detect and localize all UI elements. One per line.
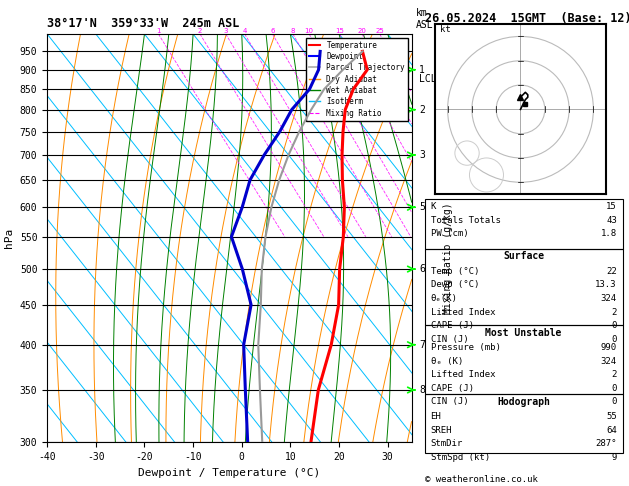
Text: 4: 4 — [243, 28, 247, 34]
Text: 5: 5 — [420, 202, 425, 212]
Text: 8: 8 — [291, 28, 295, 34]
Legend: Temperature, Dewpoint, Parcel Trajectory, Dry Adiabat, Wet Adiabat, Isotherm, Mi: Temperature, Dewpoint, Parcel Trajectory… — [306, 38, 408, 121]
Bar — [425, 394, 623, 453]
Text: CAPE (J): CAPE (J) — [430, 321, 474, 330]
Text: 7: 7 — [420, 340, 425, 350]
Text: 3: 3 — [223, 28, 228, 34]
Text: 26.05.2024  15GMT  (Base: 12): 26.05.2024 15GMT (Base: 12) — [425, 12, 629, 25]
Y-axis label: hPa: hPa — [4, 228, 14, 248]
Text: 1: 1 — [420, 65, 425, 75]
Text: Totals Totals: Totals Totals — [430, 216, 501, 225]
Text: 2: 2 — [611, 308, 617, 316]
Text: 990: 990 — [601, 343, 617, 352]
Text: 287°: 287° — [595, 439, 617, 448]
Text: CIN (J): CIN (J) — [430, 334, 468, 344]
Text: Surface: Surface — [503, 251, 544, 261]
Text: 22: 22 — [606, 267, 617, 276]
Text: 2: 2 — [611, 370, 617, 379]
Text: StmDir: StmDir — [430, 439, 463, 448]
Text: 0: 0 — [611, 334, 617, 344]
Text: 1.8: 1.8 — [601, 229, 617, 238]
Text: 0: 0 — [611, 321, 617, 330]
Text: Dewp (°C): Dewp (°C) — [430, 280, 479, 290]
Text: Lifted Index: Lifted Index — [430, 308, 495, 316]
Text: 6: 6 — [270, 28, 275, 34]
Text: 6: 6 — [420, 264, 425, 274]
Text: Lifted Index: Lifted Index — [430, 370, 495, 379]
Text: 3: 3 — [420, 150, 425, 160]
Bar — [425, 325, 623, 394]
Text: 55: 55 — [606, 412, 617, 421]
Bar — [425, 199, 623, 249]
Text: CAPE (J): CAPE (J) — [430, 383, 474, 393]
Text: 13.3: 13.3 — [595, 280, 617, 290]
Text: Most Unstable: Most Unstable — [486, 328, 562, 337]
Bar — [425, 249, 623, 325]
Text: © weatheronline.co.uk: © weatheronline.co.uk — [425, 474, 537, 484]
Text: 25: 25 — [376, 28, 384, 34]
Text: Hodograph: Hodograph — [497, 397, 550, 407]
Text: 10: 10 — [304, 28, 314, 34]
Text: LCL: LCL — [420, 73, 437, 84]
Text: 2: 2 — [198, 28, 202, 34]
Text: km
ASL: km ASL — [416, 8, 433, 30]
Text: Pressure (mb): Pressure (mb) — [430, 343, 501, 352]
Text: CIN (J): CIN (J) — [430, 397, 468, 406]
Text: EH: EH — [430, 412, 442, 421]
Text: θₑ (K): θₑ (K) — [430, 357, 463, 365]
X-axis label: Dewpoint / Temperature (°C): Dewpoint / Temperature (°C) — [138, 468, 321, 478]
Text: 43: 43 — [606, 216, 617, 225]
Text: kt: kt — [440, 25, 451, 34]
Text: PW (cm): PW (cm) — [430, 229, 468, 238]
Text: 0: 0 — [611, 383, 617, 393]
Text: 8: 8 — [420, 385, 425, 395]
Text: Mixing Ratio (g/kg): Mixing Ratio (g/kg) — [443, 203, 454, 314]
Text: 1: 1 — [156, 28, 160, 34]
Text: SREH: SREH — [430, 426, 452, 434]
Text: 15: 15 — [606, 202, 617, 211]
Text: 2: 2 — [420, 104, 425, 115]
Text: 9: 9 — [611, 452, 617, 462]
Text: StmSpd (kt): StmSpd (kt) — [430, 452, 489, 462]
Text: 0: 0 — [611, 397, 617, 406]
Text: 15: 15 — [335, 28, 344, 34]
Text: K: K — [430, 202, 436, 211]
Text: 324: 324 — [601, 357, 617, 365]
Text: 38°17'N  359°33'W  245m ASL: 38°17'N 359°33'W 245m ASL — [47, 17, 240, 30]
Text: 324: 324 — [601, 294, 617, 303]
Text: Temp (°C): Temp (°C) — [430, 267, 479, 276]
Text: θₑ(K): θₑ(K) — [430, 294, 457, 303]
Text: 64: 64 — [606, 426, 617, 434]
Text: 20: 20 — [357, 28, 367, 34]
